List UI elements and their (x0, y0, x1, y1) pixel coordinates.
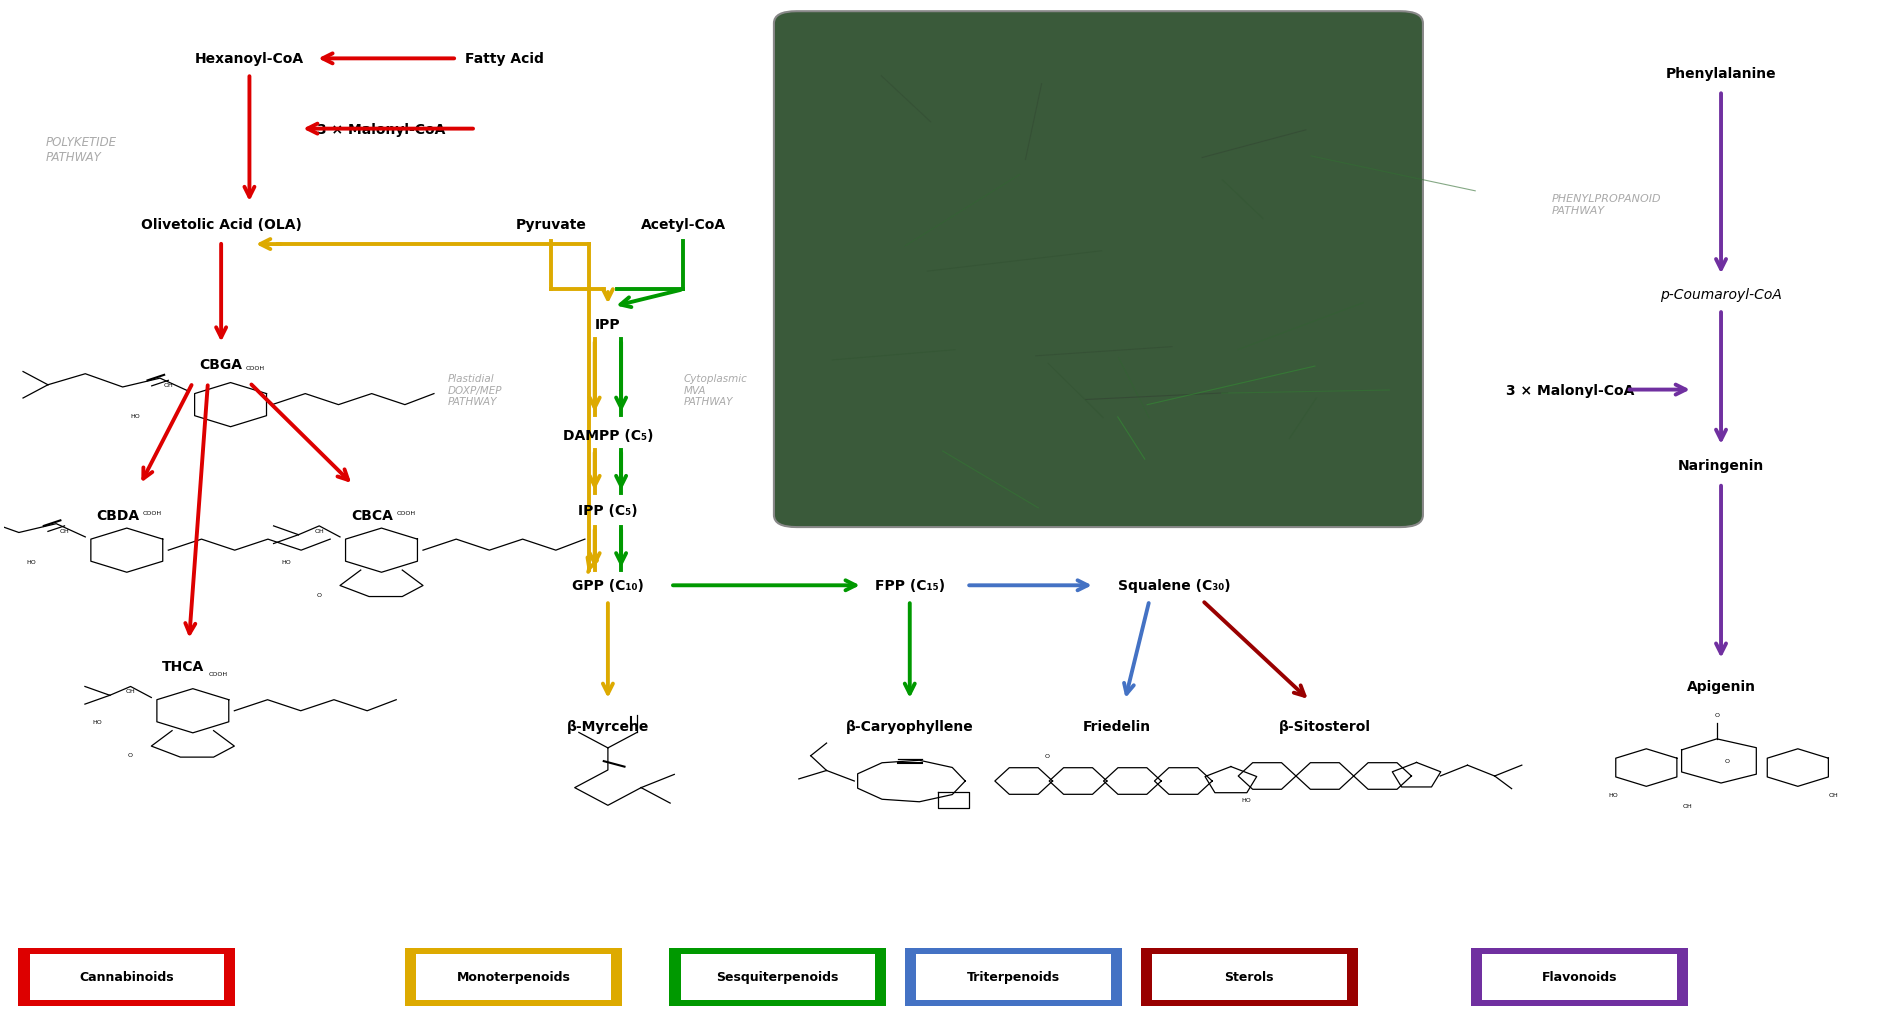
Text: OH: OH (125, 688, 135, 694)
Text: GPP (C₁₀): GPP (C₁₀) (572, 578, 644, 592)
Text: PHENYLPROPANOID
PATHWAY: PHENYLPROPANOID PATHWAY (1552, 194, 1660, 215)
Text: 3 × Malonyl-CoA: 3 × Malonyl-CoA (1507, 383, 1633, 397)
Text: OH: OH (163, 383, 172, 388)
FancyBboxPatch shape (906, 947, 1122, 1006)
Text: CBCA: CBCA (351, 509, 392, 523)
Text: Pyruvate: Pyruvate (515, 217, 587, 232)
Text: THCA: THCA (163, 659, 205, 673)
FancyBboxPatch shape (406, 947, 622, 1006)
Text: Olivetolic Acid (OLA): Olivetolic Acid (OLA) (140, 217, 301, 232)
Text: Cannabinoids: Cannabinoids (80, 971, 174, 984)
Text: OH: OH (1829, 792, 1838, 797)
FancyBboxPatch shape (680, 953, 875, 1000)
Text: FPP (C₁₅): FPP (C₁₅) (875, 578, 946, 592)
Text: IPP: IPP (595, 318, 622, 332)
Text: DAMPP (C₅): DAMPP (C₅) (563, 429, 654, 442)
Text: HO: HO (280, 559, 292, 564)
Text: HO: HO (27, 559, 36, 564)
Text: O: O (316, 592, 322, 598)
Text: Friedelin: Friedelin (1084, 719, 1152, 733)
Text: 3 × Malonyl-CoA: 3 × Malonyl-CoA (316, 122, 445, 136)
FancyBboxPatch shape (30, 953, 224, 1000)
FancyBboxPatch shape (417, 953, 610, 1000)
Text: Sterols: Sterols (1224, 971, 1273, 984)
FancyBboxPatch shape (1482, 953, 1677, 1000)
Text: COOH: COOH (208, 671, 227, 676)
Text: Squalene (C₃₀): Squalene (C₃₀) (1118, 578, 1230, 592)
Text: Triterpenoids: Triterpenoids (966, 971, 1059, 984)
Text: Acetyl-CoA: Acetyl-CoA (641, 217, 726, 232)
Text: HO: HO (93, 720, 102, 725)
Text: O: O (1715, 713, 1719, 718)
Text: Phenylalanine: Phenylalanine (1666, 68, 1776, 81)
Text: OH: OH (315, 529, 324, 533)
FancyBboxPatch shape (1152, 953, 1347, 1000)
Text: β-Sitosterol: β-Sitosterol (1279, 719, 1370, 733)
Text: CBDA: CBDA (97, 509, 138, 523)
Text: Sesquiterpenoids: Sesquiterpenoids (716, 971, 839, 984)
Text: COOH: COOH (142, 511, 161, 516)
Text: Fatty Acid: Fatty Acid (464, 53, 544, 67)
Text: O: O (1044, 753, 1050, 758)
Text: Apigenin: Apigenin (1687, 679, 1755, 693)
FancyBboxPatch shape (1141, 947, 1359, 1006)
Text: Hexanoyl-CoA: Hexanoyl-CoA (195, 53, 303, 67)
Text: Cytoplasmic
MVA
PATHWAY: Cytoplasmic MVA PATHWAY (684, 374, 747, 406)
Text: HO: HO (131, 413, 140, 419)
Text: COOH: COOH (396, 511, 417, 516)
Text: IPP (C₅): IPP (C₅) (578, 503, 639, 518)
Text: β-Caryophyllene: β-Caryophyllene (845, 719, 974, 733)
Text: O: O (1724, 758, 1730, 763)
Text: OH: OH (59, 529, 70, 533)
Text: CBGA: CBGA (199, 358, 243, 372)
Text: HO: HO (1609, 792, 1618, 797)
Text: HO: HO (1241, 798, 1251, 802)
FancyBboxPatch shape (773, 12, 1423, 528)
Text: Flavonoids: Flavonoids (1543, 971, 1616, 984)
FancyBboxPatch shape (669, 947, 887, 1006)
FancyBboxPatch shape (1471, 947, 1688, 1006)
Text: COOH: COOH (246, 365, 265, 370)
Text: Monoterpenoids: Monoterpenoids (457, 971, 570, 984)
Text: O: O (129, 752, 133, 757)
Text: POLYKETIDE
PATHWAY: POLYKETIDE PATHWAY (45, 135, 117, 164)
FancyBboxPatch shape (19, 947, 235, 1006)
FancyBboxPatch shape (917, 953, 1110, 1000)
Text: β-Myrcene: β-Myrcene (567, 719, 650, 733)
Text: Naringenin: Naringenin (1677, 458, 1764, 472)
Text: OH: OH (1683, 803, 1692, 808)
Text: Plastidial
DOXP/MEP
PATHWAY: Plastidial DOXP/MEP PATHWAY (447, 374, 502, 406)
Text: p-Coumaroyl-CoA: p-Coumaroyl-CoA (1660, 288, 1781, 302)
